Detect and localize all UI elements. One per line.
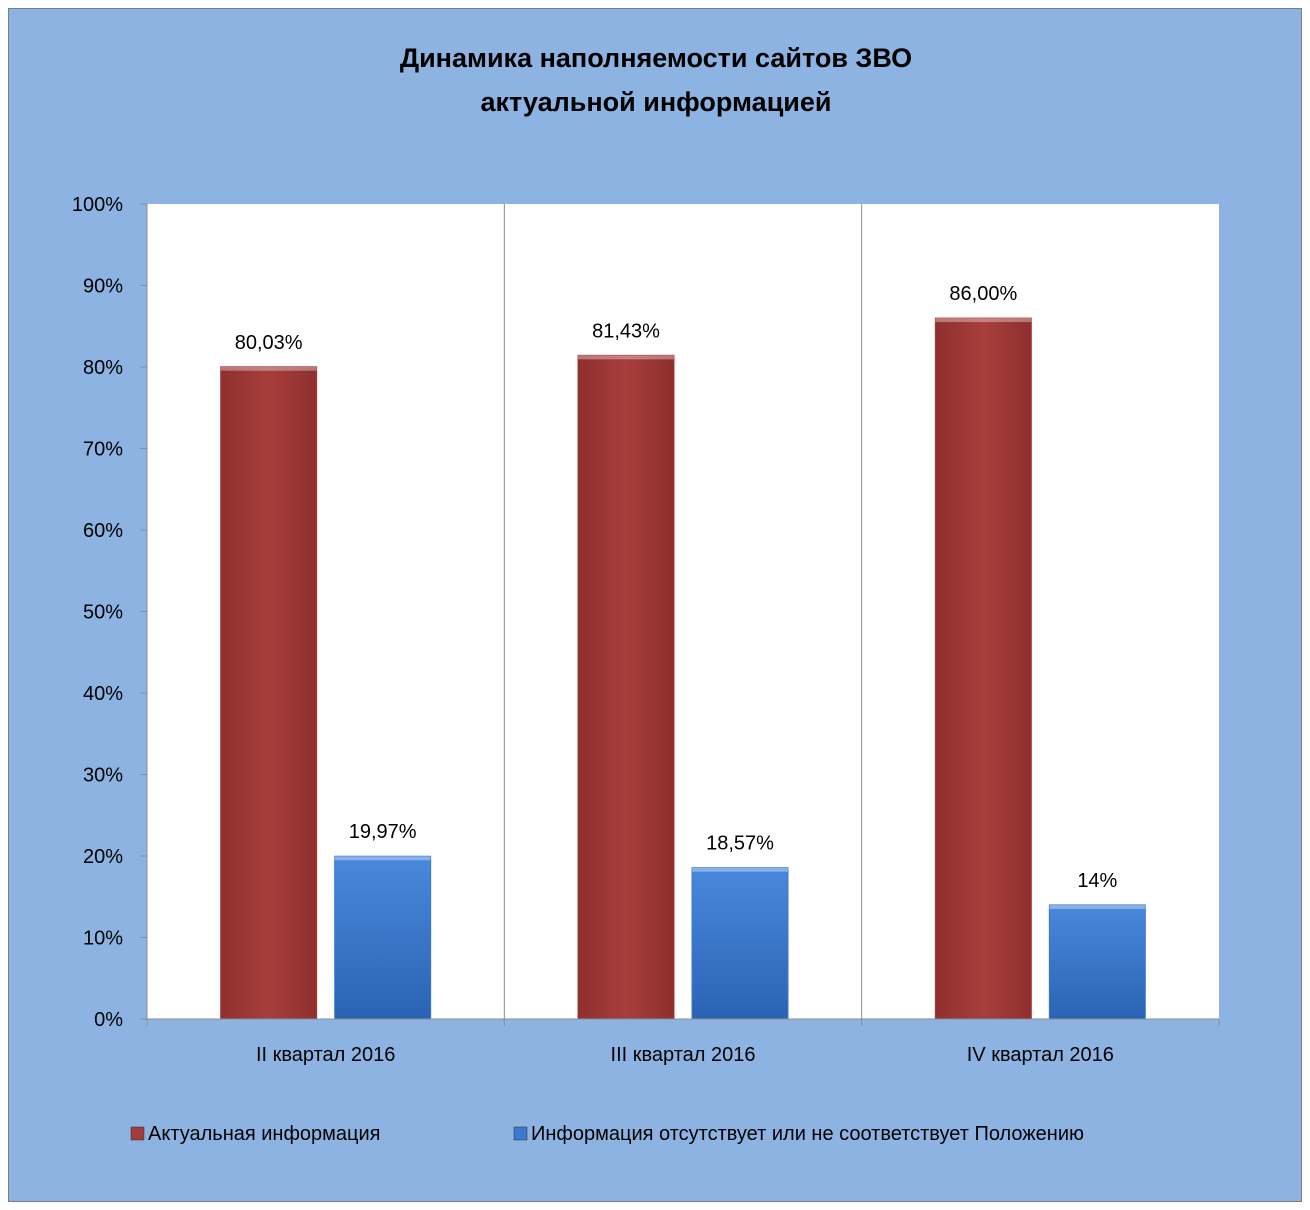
bar-bevel [220,366,317,371]
y-tick-label: 50% [83,602,123,624]
bar-actual [577,354,675,1020]
y-tick-label: 0% [94,1009,123,1031]
chart-title-line-2: актуальной информацией [480,87,832,117]
legend-label: Информация отсутствует или не соответств… [531,1123,1084,1145]
data-label: 86,00% [949,283,1017,305]
data-label: 19,97% [349,821,417,843]
legend-swatch [130,1126,145,1141]
bar-actual [220,366,318,1020]
bar-missing [334,855,432,1020]
y-tick-label: 10% [83,928,123,950]
data-label: 81,43% [592,320,660,342]
bar-bevel [692,867,788,872]
y-tick-label: 20% [83,846,123,868]
data-label: 14% [1077,870,1117,892]
bar-missing [1048,904,1146,1020]
legend-swatch [513,1126,528,1141]
y-tick-label: 90% [83,276,123,298]
category-label: III квартал 2016 [611,1044,756,1066]
chart-area: Динамика наполняемости сайтов ЗВО актуал… [8,8,1302,1202]
plot-area [147,204,1219,1019]
category-label: II квартал 2016 [256,1044,395,1066]
y-tick-label: 30% [83,765,123,787]
bar-chart-svg: 0% 10% 20% 30% 40% 50% 60% 70% 80% 90% 100% 80,03%… [72,194,1220,1145]
bar-missing [691,867,789,1020]
data-label: 80,03% [235,332,303,354]
bar-bevel [578,355,674,360]
bar-bevel [1049,904,1146,909]
legend-label: Актуальная информация [148,1123,381,1145]
bar-bevel [334,856,431,861]
bar-bevel [935,318,1032,323]
bar-actual [934,317,1032,1020]
data-label: 18,57% [706,833,774,855]
y-tick-label: 60% [83,520,123,542]
y-tick-label: 40% [83,683,123,705]
y-tick-label: 80% [83,357,123,379]
y-tick-label: 100% [72,194,123,216]
category-label: IV квартал 2016 [967,1044,1114,1066]
chart-title-line-1: Динамика наполняемости сайтов ЗВО [399,43,913,73]
y-tick-label: 70% [83,439,123,461]
